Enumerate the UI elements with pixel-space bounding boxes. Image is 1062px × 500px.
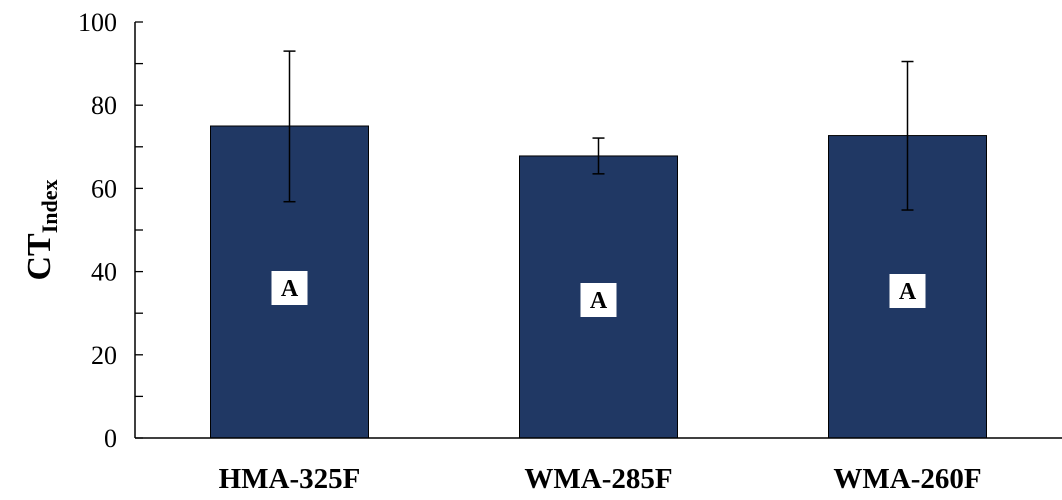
y-axis-title-subscript: Index xyxy=(37,179,62,233)
x-category-label: HMA-325F xyxy=(219,463,361,495)
group-letter-box xyxy=(580,283,617,317)
y-tick-label: 60 xyxy=(91,174,117,203)
y-axis-title-main: CT xyxy=(21,233,58,281)
y-tick-label: 40 xyxy=(91,258,117,287)
group-letter-box xyxy=(889,274,926,308)
group-letter: A xyxy=(590,288,608,314)
y-tick-label: 20 xyxy=(91,341,117,370)
y-tick-label: 100 xyxy=(78,8,117,37)
group-letter-box xyxy=(271,271,308,305)
group-letter: A xyxy=(281,276,299,302)
error-bars xyxy=(283,50,914,211)
x-category-label: WMA-285F xyxy=(524,463,672,495)
group-letter: A xyxy=(899,279,917,305)
y-axis-ticks: 0 20 40 60 80 100 xyxy=(78,8,143,453)
y-axis-title: CTIndex xyxy=(21,179,62,280)
x-axis-categories: HMA-325F WMA-285F WMA-260F xyxy=(219,463,982,495)
x-category-label: WMA-260F xyxy=(833,463,981,495)
y-tick-label: 80 xyxy=(91,91,117,120)
y-tick-label: 0 xyxy=(104,424,117,453)
